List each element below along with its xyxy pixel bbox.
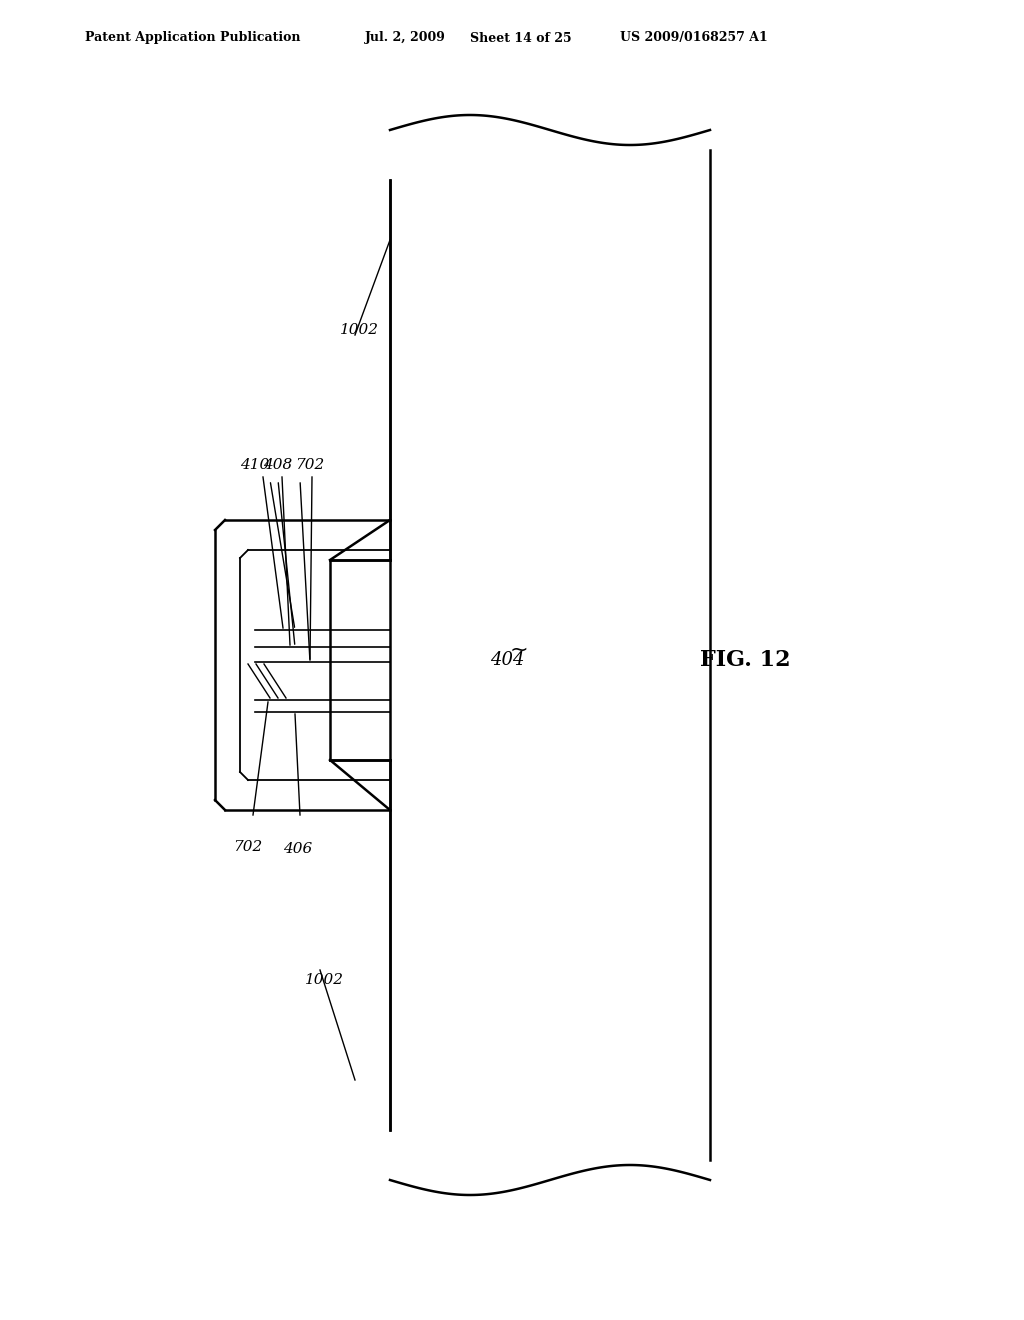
Text: 408: 408	[263, 458, 293, 473]
Text: Patent Application Publication: Patent Application Publication	[85, 32, 300, 45]
Text: 1002: 1002	[305, 973, 344, 987]
Text: 1002: 1002	[340, 323, 379, 337]
Text: Sheet 14 of 25: Sheet 14 of 25	[470, 32, 571, 45]
Text: Jul. 2, 2009: Jul. 2, 2009	[365, 32, 445, 45]
Text: 702: 702	[233, 840, 262, 854]
Text: 406: 406	[284, 842, 312, 855]
Text: ~: ~	[510, 640, 528, 660]
Text: 410: 410	[241, 458, 269, 473]
Text: FIG. 12: FIG. 12	[700, 649, 791, 671]
Text: 702: 702	[295, 458, 325, 473]
Text: US 2009/0168257 A1: US 2009/0168257 A1	[620, 32, 768, 45]
Text: 404: 404	[490, 651, 524, 669]
